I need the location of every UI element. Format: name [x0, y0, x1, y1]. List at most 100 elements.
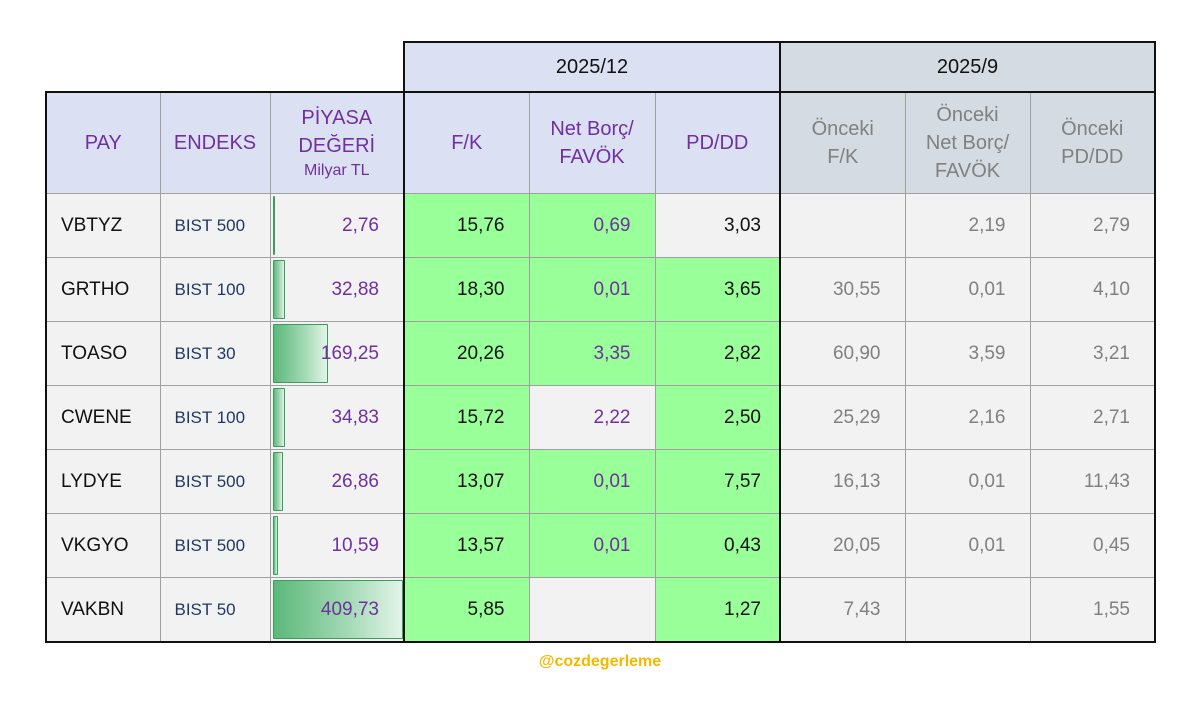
cell-prev-pddd: 3,21 — [1029, 321, 1156, 386]
cell-endeks: BIST 100 — [159, 385, 271, 450]
cell-pddd: 2,50 — [654, 385, 781, 450]
header-pddd: PD/DD — [654, 91, 781, 194]
header-market-cap-line1: PİYASA — [301, 107, 373, 129]
cell-prev-pddd: 1,55 — [1029, 577, 1156, 643]
cell-pay: VBTYZ — [45, 193, 161, 258]
cell-fk: 5,85 — [403, 577, 530, 643]
cell-prev-fk: 25,29 — [779, 385, 906, 450]
cell-net-debt-ebitda: 0,01 — [528, 257, 656, 322]
market-cap-bar — [272, 580, 403, 639]
cell-pay: GRTHO — [45, 257, 161, 322]
header-prev-fk-line1: Önceki — [811, 118, 874, 140]
cell-pddd: 2,82 — [654, 321, 781, 386]
cell-pddd: 3,03 — [654, 193, 781, 258]
cell-fk: 20,26 — [403, 321, 530, 386]
cell-prev-net-debt: 2,19 — [904, 193, 1031, 258]
cell-pddd: 7,57 — [654, 449, 781, 514]
header-prev-fk-line2: F/K — [827, 146, 859, 168]
cell-market-cap: 10,59 — [269, 513, 405, 578]
market-cap-value: 26,86 — [331, 470, 379, 492]
period-current: 2025/12 — [403, 41, 781, 93]
header-prev-net-debt: Önceki Net Borç/ FAVÖK — [904, 91, 1031, 194]
market-cap-value: 32,88 — [331, 278, 379, 300]
valuation-table-container: 2025/12 2025/9 PAY ENDEKS PİYASA DEĞERİ … — [45, 41, 1156, 643]
market-cap-value: 10,59 — [331, 534, 379, 556]
table-row: VKGYO BIST 500 10,59 13,57 0,01 0,43 20,05 0,01… — [45, 513, 1156, 578]
market-cap-bar — [272, 324, 328, 383]
cell-fk: 15,76 — [403, 193, 530, 258]
cell-prev-net-debt: 0,01 — [904, 513, 1031, 578]
cell-prev-pddd: 11,43 — [1029, 449, 1156, 514]
market-cap-bar — [272, 388, 286, 447]
table-row: CWENE BIST 100 34,83 15,72 2,22 2,50 25,29 2,16… — [45, 385, 1156, 450]
cell-prev-fk: 30,55 — [779, 257, 906, 322]
cell-fk: 13,57 — [403, 513, 530, 578]
cell-prev-net-debt: 0,01 — [904, 449, 1031, 514]
market-cap-value: 2,76 — [342, 214, 379, 236]
cell-pay: VAKBN — [45, 577, 161, 643]
cell-prev-pddd: 4,10 — [1029, 257, 1156, 322]
cell-prev-fk: 20,05 — [779, 513, 906, 578]
table-row: VAKBN BIST 50 409,73 5,85 1,27 7,43 1,55 — [45, 577, 1156, 643]
cell-market-cap: 32,88 — [269, 257, 405, 322]
cell-fk: 13,07 — [403, 449, 530, 514]
cell-market-cap: 34,83 — [269, 385, 405, 450]
period-previous: 2025/9 — [779, 41, 1156, 93]
header-prev-fk: Önceki F/K — [779, 91, 906, 194]
header-net-debt-ebitda: Net Borç/ FAVÖK — [528, 91, 656, 194]
cell-endeks: BIST 500 — [159, 513, 271, 578]
cell-prev-net-debt — [904, 577, 1031, 643]
header-prev-nb-line3: FAVÖK — [934, 160, 1001, 182]
cell-pay: VKGYO — [45, 513, 161, 578]
cell-net-debt-ebitda: 0,01 — [528, 449, 656, 514]
cell-pddd: 0,43 — [654, 513, 781, 578]
cell-endeks: BIST 30 — [159, 321, 271, 386]
cell-market-cap: 169,25 — [269, 321, 405, 386]
table-row: GRTHO BIST 100 32,88 18,30 0,01 3,65 30,55 0,01… — [45, 257, 1156, 322]
cell-pddd: 1,27 — [654, 577, 781, 643]
cell-market-cap: 2,76 — [269, 193, 405, 258]
cell-prev-fk — [779, 193, 906, 258]
header-prev-pd-line2: PD/DD — [1061, 146, 1124, 168]
cell-net-debt-ebitda: 3,35 — [528, 321, 656, 386]
table-row: VBTYZ BIST 500 2,76 15,76 0,69 3,03 2,19 2,79 — [45, 193, 1156, 258]
cell-net-debt-ebitda: 0,69 — [528, 193, 656, 258]
market-cap-bar — [272, 452, 283, 511]
market-cap-value: 169,25 — [320, 342, 379, 364]
market-cap-value: 409,73 — [320, 598, 379, 620]
market-cap-bar — [272, 516, 278, 575]
header-prev-nb-line2: Net Borç/ — [925, 132, 1010, 154]
header-market-cap-unit: Milyar TL — [304, 162, 370, 179]
cell-net-debt-ebitda: 0,01 — [528, 513, 656, 578]
header-net-debt-line1: Net Borç/ — [550, 118, 634, 140]
market-cap-bar — [272, 260, 285, 319]
cell-prev-pddd: 2,79 — [1029, 193, 1156, 258]
cell-prev-fk: 7,43 — [779, 577, 906, 643]
cell-endeks: BIST 500 — [159, 449, 271, 514]
valuation-table: 2025/12 2025/9 PAY ENDEKS PİYASA DEĞERİ … — [45, 41, 1156, 643]
header-net-debt-line2: FAVÖK — [559, 146, 625, 168]
header-market-cap-line2: DEĞERİ — [298, 135, 376, 157]
cell-endeks: BIST 50 — [159, 577, 271, 643]
cell-pay: CWENE — [45, 385, 161, 450]
cell-prev-fk: 60,90 — [779, 321, 906, 386]
header-fk: F/K — [403, 91, 530, 194]
table-body: VBTYZ BIST 500 2,76 15,76 0,69 3,03 2,19 2,79 GR… — [45, 193, 1156, 643]
cell-prev-pddd: 2,71 — [1029, 385, 1156, 450]
table-row: LYDYE BIST 500 26,86 13,07 0,01 7,57 16,13 0,01… — [45, 449, 1156, 514]
cell-prev-net-debt: 0,01 — [904, 257, 1031, 322]
cell-fk: 18,30 — [403, 257, 530, 322]
cell-pddd: 3,65 — [654, 257, 781, 322]
cell-market-cap: 26,86 — [269, 449, 405, 514]
cell-endeks: BIST 100 — [159, 257, 271, 322]
cell-net-debt-ebitda — [528, 577, 656, 643]
header-prev-pddd: Önceki PD/DD — [1029, 91, 1156, 194]
header-prev-nb-line1: Önceki — [936, 104, 999, 126]
cell-prev-net-debt: 3,59 — [904, 321, 1031, 386]
table-row: TOASO BIST 30 169,25 20,26 3,35 2,82 60,90 3,59… — [45, 321, 1156, 386]
cell-endeks: BIST 500 — [159, 193, 271, 258]
cell-market-cap: 409,73 — [269, 577, 405, 643]
market-cap-bar — [272, 196, 276, 255]
market-cap-value: 34,83 — [331, 406, 379, 428]
header-prev-pd-line1: Önceki — [1061, 118, 1124, 140]
